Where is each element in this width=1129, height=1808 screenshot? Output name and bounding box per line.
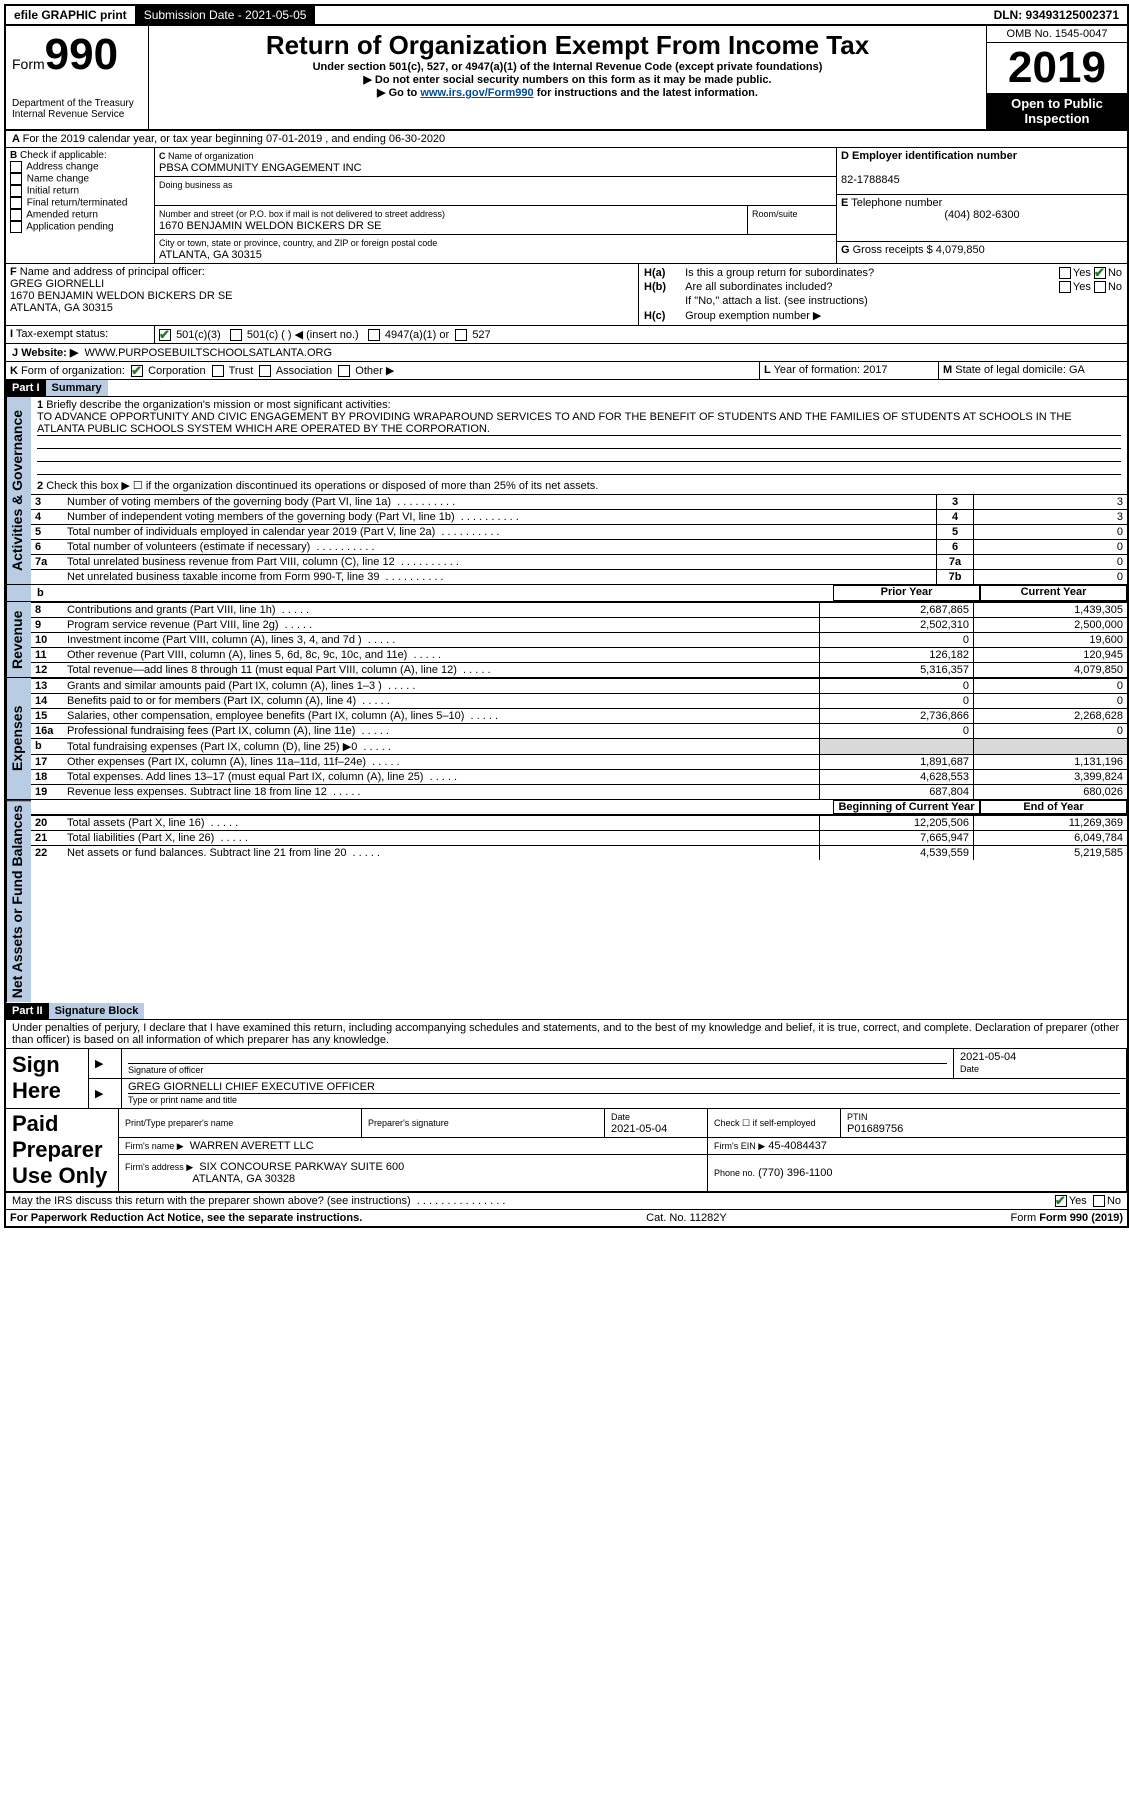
side-netassets: Net Assets or Fund Balances: [6, 800, 31, 1002]
sign-here-block: Sign Here ▶ Signature of officer 2021-05…: [6, 1049, 1127, 1109]
subtitle-1: Under section 501(c), 527, or 4947(a)(1)…: [155, 61, 980, 73]
form-title: Return of Organization Exempt From Incom…: [155, 30, 980, 61]
instructions-link[interactable]: www.irs.gov/Form990: [420, 87, 533, 99]
part2-header: Part IISignature Block: [6, 1003, 1127, 1020]
fh-row: F Name and address of principal officer:…: [6, 264, 1127, 326]
gross-receipts: 4,079,850: [936, 244, 985, 256]
line-i: I Tax-exempt status: 501(c)(3) 501(c) ( …: [6, 326, 1127, 344]
dln: DLN: 93493125002371: [986, 6, 1127, 24]
open-inspection: Open to Public Inspection: [987, 93, 1127, 129]
topbar: efile GRAPHIC print Submission Date - 20…: [6, 6, 1127, 26]
telephone: (404) 802-6300: [841, 209, 1123, 221]
part1-body: Activities & Governance 1 Briefly descri…: [6, 397, 1127, 585]
form-number: Form990: [12, 30, 142, 80]
line-a: A For the 2019 calendar year, or tax yea…: [6, 131, 1127, 148]
line-j: J Website: ▶ WWW.PURPOSEBUILTSCHOOLSATLA…: [6, 344, 1127, 362]
org-city: ATLANTA, GA 30315: [159, 249, 262, 261]
org-address: 1670 BENJAMIN WELDON BICKERS DR SE: [159, 220, 382, 232]
submission-date: Submission Date - 2021-05-05: [136, 6, 316, 24]
tax-year: 2019: [987, 43, 1127, 93]
form-container: efile GRAPHIC print Submission Date - 20…: [4, 4, 1129, 1228]
website: WWW.PURPOSEBUILTSCHOOLSATLANTA.ORG: [84, 347, 332, 359]
paid-preparer-block: Paid Preparer Use Only Print/Type prepar…: [6, 1109, 1127, 1192]
dept-label: Department of the Treasury Internal Reve…: [12, 98, 142, 120]
efile-label: efile GRAPHIC print: [6, 6, 136, 24]
subtitle-2: ▶ Do not enter social security numbers o…: [155, 73, 980, 86]
ein: 82-1788845: [841, 174, 900, 186]
side-activities: Activities & Governance: [6, 397, 31, 584]
declaration: Under penalties of perjury, I declare th…: [6, 1020, 1127, 1049]
entity-block: B Check if applicable: Address change Na…: [6, 148, 1127, 264]
mission-text: TO ADVANCE OPPORTUNITY AND CIVIC ENGAGEM…: [37, 411, 1121, 436]
side-revenue: Revenue: [6, 602, 31, 677]
omb-number: OMB No. 1545-0047: [987, 26, 1127, 43]
subtitle-3: ▶ Go to www.irs.gov/Form990 for instruct…: [155, 86, 980, 99]
discuss-row: May the IRS discuss this return with the…: [6, 1192, 1127, 1209]
form-header: Form990 Department of the Treasury Inter…: [6, 26, 1127, 131]
org-name: PBSA COMMUNITY ENGAGEMENT INC: [159, 162, 362, 174]
footer: For Paperwork Reduction Act Notice, see …: [6, 1209, 1127, 1226]
side-expenses: Expenses: [6, 678, 31, 799]
part1-header: Part ISummary: [6, 380, 1127, 397]
line-klm: K Form of organization: Corporation Trus…: [6, 362, 1127, 380]
